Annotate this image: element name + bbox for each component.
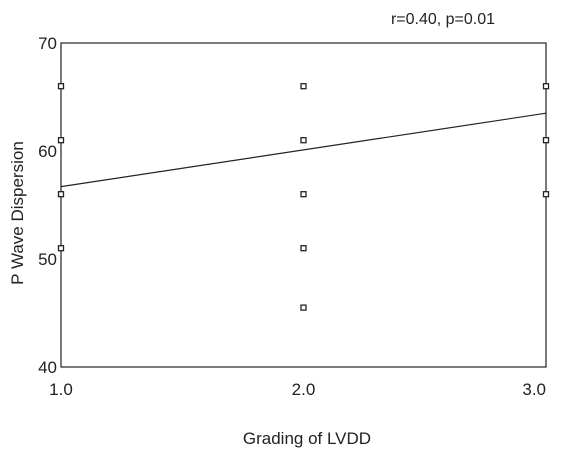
x-tick-label-2.0: 2.0 (292, 380, 316, 399)
x-axis-title: Grading of LVDD (243, 429, 371, 448)
data-point-3 (57, 245, 65, 252)
x-tick-label-1.0: 1.0 (49, 380, 73, 399)
data-point-8 (300, 304, 307, 311)
data-point-2 (57, 191, 65, 198)
y-axis-title: P Wave Dispersion (8, 141, 27, 285)
data-point-6 (300, 191, 307, 198)
correlation-annotation: r=0.40, p=0.01 (391, 11, 495, 28)
data-point-5 (300, 137, 307, 144)
data-point-0 (57, 83, 65, 90)
y-tick-label-50: 50 (38, 250, 57, 269)
data-point-10 (542, 137, 550, 144)
y-tick-label-40: 40 (38, 358, 57, 377)
data-point-11 (542, 191, 550, 198)
data-point-1 (57, 137, 65, 144)
x-tick-label-3.0: 3.0 (522, 380, 546, 399)
data-point-9 (542, 83, 550, 90)
data-point-4 (300, 83, 307, 90)
y-tick-label-70: 70 (38, 34, 57, 53)
plot-frame (60, 42, 547, 368)
y-tick-label-60: 60 (38, 142, 57, 161)
y-tick-labels: 40 50 60 70 (38, 34, 57, 377)
data-point-7 (300, 245, 307, 252)
data-points (57, 83, 550, 311)
x-tick-labels: 1.0 2.0 3.0 (49, 380, 546, 399)
trend-line (60, 112, 547, 188)
